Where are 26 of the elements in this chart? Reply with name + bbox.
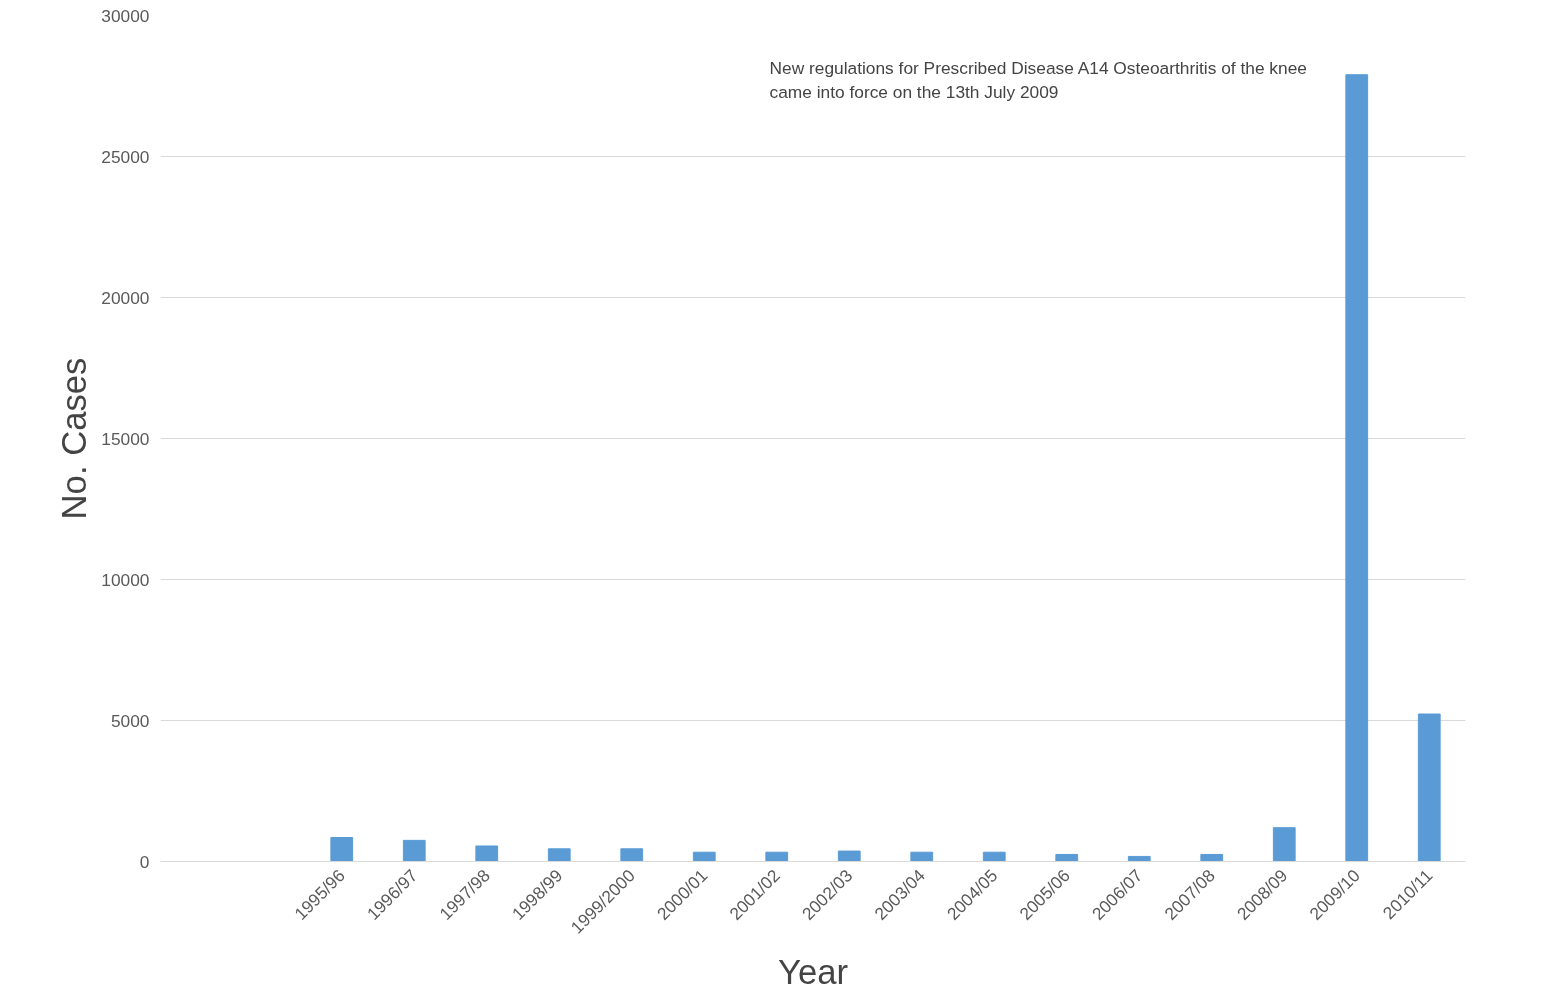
- bar: [910, 851, 934, 862]
- y-tick-label: 0: [139, 851, 150, 872]
- y-tick-label: 10000: [101, 569, 150, 590]
- bar: [837, 850, 861, 862]
- bar: [330, 837, 354, 862]
- annotation: New regulations for Prescribed Disease A14 Osteoarthritis of the knee came into force on the 13th July 2009: [769, 57, 1307, 102]
- y-tick-label: 30000: [101, 5, 150, 26]
- bar: [547, 848, 571, 862]
- bar: [692, 851, 716, 862]
- bar: [1345, 74, 1369, 862]
- bar: [1200, 853, 1224, 862]
- y-tick-label: 25000: [101, 146, 150, 167]
- bar: [1272, 827, 1296, 862]
- bar: [1055, 853, 1079, 862]
- bar: [765, 851, 789, 862]
- y-tick-label: 20000: [101, 287, 150, 308]
- bar: [1417, 713, 1441, 862]
- bar: [402, 839, 426, 862]
- x-axis-title: Year: [777, 952, 849, 991]
- bar: [982, 851, 1006, 862]
- y-tick-label: 5000: [110, 710, 150, 731]
- bar: [475, 845, 499, 862]
- bar: [620, 848, 644, 862]
- bar: [1127, 855, 1151, 862]
- y-tick-label: 15000: [101, 428, 150, 449]
- y-axis-title: No. Cases: [55, 357, 94, 520]
